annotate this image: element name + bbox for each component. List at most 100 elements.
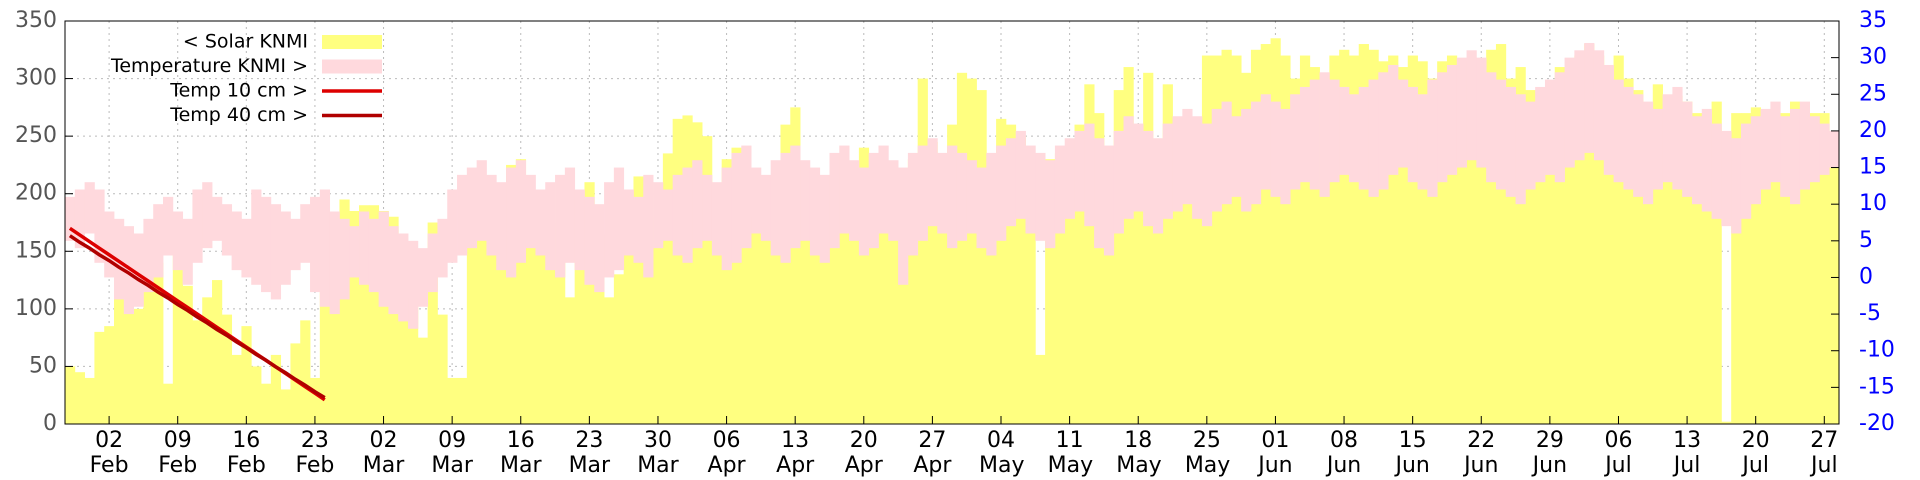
x-tick-label: 27 Apr (913, 428, 952, 478)
temperature-band (1437, 72, 1448, 183)
solar-bar (1309, 67, 1320, 425)
temperature-band (1603, 64, 1614, 175)
temperature-band (1211, 108, 1222, 212)
temperature-band (1162, 123, 1173, 219)
temperature-band (202, 182, 213, 249)
temperature-band (153, 204, 164, 278)
temperature-band (1535, 86, 1546, 183)
temperature-band (1417, 94, 1428, 190)
temperature-band (1780, 116, 1791, 197)
solar-bar (633, 176, 644, 424)
solar-bar (1760, 124, 1771, 424)
temperature-band (310, 196, 321, 293)
temperature-band (1309, 79, 1320, 190)
temperature-band (780, 152, 791, 263)
solar-bar (1427, 78, 1438, 425)
temperature-band (1221, 101, 1232, 205)
y2-tick-label: 20 (1859, 118, 1887, 143)
temperature-band (1231, 116, 1242, 197)
temperature-band (1427, 79, 1438, 197)
temperature-band (829, 152, 840, 249)
temperature-band (927, 138, 938, 227)
x-tick-label: 06 Jul (1604, 428, 1633, 478)
solar-bar (584, 182, 595, 424)
solar-bar (1152, 170, 1164, 424)
legend-swatch (322, 35, 382, 49)
solar-bar (1535, 136, 1546, 424)
temperature-band (976, 167, 987, 249)
solar-bar (888, 176, 899, 424)
solar-bar (780, 124, 791, 424)
solar-bar (868, 164, 879, 424)
solar-bar (359, 205, 370, 424)
solar-bar (1603, 84, 1614, 424)
temperature-band (1770, 101, 1781, 183)
temperature-band (1133, 123, 1144, 212)
temperature-band (535, 189, 546, 256)
solar-bar (212, 280, 223, 424)
temperature-band (1789, 108, 1801, 205)
temperature-band (192, 189, 203, 263)
solar-bar (849, 170, 860, 424)
temperature-band (525, 174, 536, 249)
temperature-band (1721, 130, 1732, 227)
temperature-band (702, 174, 713, 241)
temperature-band (907, 152, 919, 256)
y2-tick-label: -5 (1859, 301, 1881, 326)
solar-bar (1780, 113, 1791, 424)
temperature-band (1290, 94, 1301, 190)
solar-bar (241, 326, 252, 424)
temperature-band (1182, 108, 1193, 205)
x-tick-label: 04 May (979, 428, 1025, 478)
temperature-band (378, 211, 389, 307)
solar-bar (1652, 84, 1663, 424)
x-tick-label: 09 Mar (431, 428, 473, 478)
solar-bar (1241, 72, 1252, 425)
solar-bar (1133, 124, 1144, 424)
solar-bar (1721, 421, 1732, 424)
solar-bar (937, 159, 948, 424)
legend-label: Temp 40 cm > (169, 104, 308, 126)
temperature-band (555, 174, 566, 278)
solar-bar (290, 343, 301, 424)
solar-bar (760, 199, 772, 424)
solar-bar (643, 222, 654, 424)
solar-bar (907, 159, 919, 424)
temperature-band (1388, 64, 1399, 175)
x-tick-label: 25 May (1184, 428, 1231, 478)
x-tick-label: 08 Jun (1326, 428, 1362, 478)
temperature-band (809, 167, 821, 256)
temperature-band (1760, 108, 1771, 190)
solar-bar (1172, 159, 1183, 424)
temperature-band (84, 182, 95, 234)
solar-bar (1731, 113, 1742, 424)
temperature-band (741, 145, 752, 249)
solar-bar (1368, 49, 1379, 425)
solar-bar (1456, 61, 1467, 425)
y2-tick-label: -20 (1859, 411, 1895, 436)
temperature-band (290, 218, 301, 271)
temperature-band (1074, 130, 1085, 212)
temperature-band (114, 218, 125, 300)
solar-bar (956, 72, 968, 425)
temperature-band (1740, 123, 1752, 219)
temperature-band (143, 218, 154, 293)
temperature-band (1633, 94, 1644, 197)
temperature-band (182, 218, 193, 285)
solar-bar (1260, 44, 1271, 425)
solar-bar (947, 124, 958, 424)
solar-bar (1740, 113, 1752, 424)
solar-bar (280, 389, 291, 424)
solar-bar (672, 118, 683, 424)
solar-bar (1407, 55, 1418, 425)
solar-bar (466, 182, 478, 424)
temperature-band (270, 204, 282, 300)
temperature-band (506, 167, 517, 278)
temperature-band (545, 182, 556, 271)
temperature-band (417, 248, 429, 307)
solar-bar (1584, 44, 1595, 425)
y2-tick-label: -10 (1859, 338, 1895, 363)
temperature-band (996, 145, 1007, 241)
temperature-band (1339, 86, 1350, 175)
